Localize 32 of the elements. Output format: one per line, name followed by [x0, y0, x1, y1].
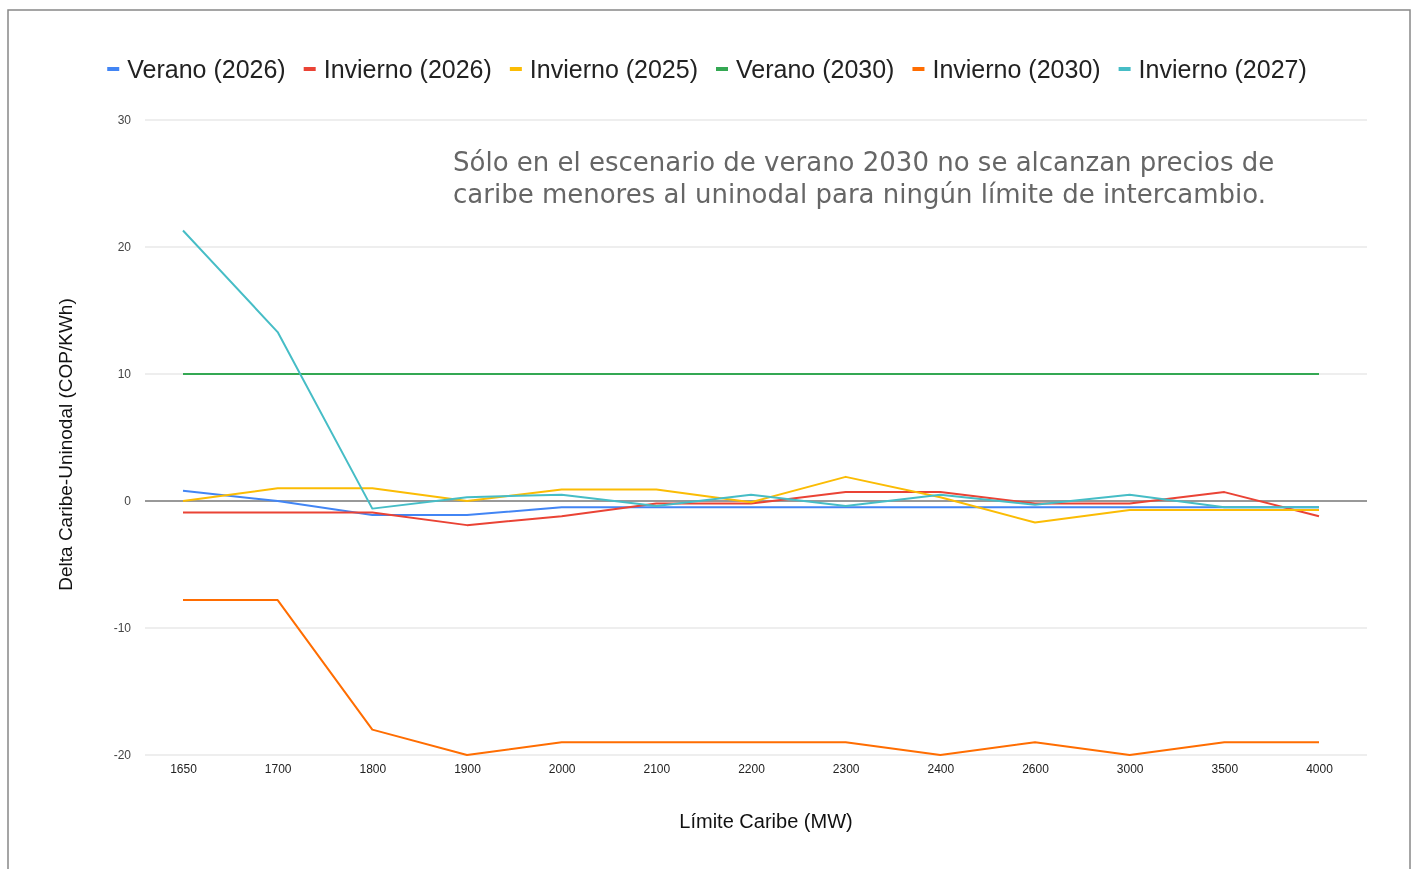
legend-label: Invierno (2026) — [323, 55, 492, 83]
x-tick-label: 4000 — [1306, 761, 1334, 776]
legend-label: Invierno (2025) — [529, 55, 698, 83]
legend-label: Invierno (2030) — [932, 55, 1101, 83]
legend-label: Invierno (2027) — [1138, 55, 1307, 83]
x-tick-label: 1900 — [454, 761, 482, 776]
line-series — [182, 229, 1320, 510]
x-tick-label: 2100 — [643, 761, 671, 776]
legend-label: Verano (2030) — [736, 55, 895, 83]
x-axis-title: Límite Caribe (MW) — [679, 810, 853, 832]
line-series — [182, 475, 1320, 524]
line-series — [182, 599, 1320, 756]
y-axis-title: Delta Caribe-Uninodal (COP/KWh) — [55, 298, 76, 591]
x-tick-label: 2000 — [548, 761, 576, 776]
y-tick-label: 10 — [117, 367, 132, 382]
legend-label: Verano (2026) — [127, 55, 286, 83]
x-tick-label: 2400 — [927, 761, 955, 776]
x-tick-label: 2200 — [738, 761, 766, 776]
y-tick-label: 0 — [124, 494, 132, 509]
x-tick-label: 2300 — [832, 761, 860, 776]
x-tick-label: 3500 — [1211, 761, 1239, 776]
x-tick-label: 1700 — [264, 761, 292, 776]
y-tick-label: -20 — [113, 748, 132, 763]
annotation: Sólo en el escenario de verano 2030 no se alcanzan precios de caribe menores al uninodal para ningún límite de intercambio. — [453, 147, 1275, 209]
y-tick-label: -10 — [113, 621, 132, 636]
y-tick-label: 20 — [117, 240, 132, 255]
x-tick-label: 2600 — [1022, 761, 1050, 776]
y-tick-label: 30 — [117, 113, 132, 128]
x-tick-label: 3000 — [1116, 761, 1144, 776]
x-tick-label: 1650 — [170, 761, 198, 776]
line-series — [182, 491, 1320, 527]
x-tick-label: 1800 — [359, 761, 387, 776]
